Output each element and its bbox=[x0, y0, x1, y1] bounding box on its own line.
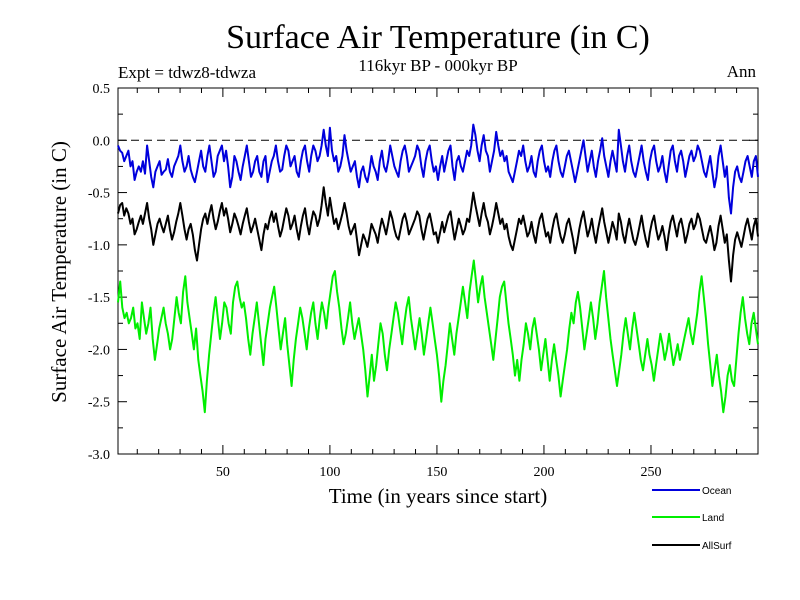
series-line-ocean bbox=[117, 123, 759, 215]
y-tick-label: -3.0 bbox=[88, 448, 110, 463]
x-tick-label: 50 bbox=[216, 465, 230, 480]
x-tick-label: 200 bbox=[533, 465, 554, 480]
y-axis-label: Surface Air Temperature (in C) bbox=[47, 141, 71, 403]
y-tick-label: -1.0 bbox=[88, 239, 110, 254]
y-tick-label: 0.5 bbox=[93, 82, 111, 97]
chart-title: Surface Air Temperature (in C) bbox=[226, 19, 650, 56]
y-tick-label: -2.5 bbox=[88, 396, 110, 411]
chart-subtitle: 116kyr BP - 000kyr BP bbox=[358, 56, 517, 75]
y-tick-label: -1.5 bbox=[88, 291, 110, 306]
x-axis-label: Time (in years since start) bbox=[329, 484, 548, 508]
x-tick-label: 100 bbox=[319, 465, 340, 480]
y-tick-label: -2.0 bbox=[88, 343, 110, 358]
series-line-allsurf bbox=[117, 186, 759, 283]
season-label: Ann bbox=[727, 62, 757, 81]
y-tick-label: 0.0 bbox=[93, 134, 111, 149]
x-tick-label: 250 bbox=[640, 465, 661, 480]
legend-label-ocean: Ocean bbox=[702, 486, 731, 497]
series-line-land bbox=[117, 259, 759, 414]
legend-label-allsurf: AllSurf bbox=[702, 541, 732, 552]
series-lines bbox=[117, 123, 759, 414]
x-tick-label: 150 bbox=[426, 465, 447, 480]
legend: Ocean Land AllSurf bbox=[652, 486, 732, 552]
legend-label-land: Land bbox=[702, 513, 724, 524]
experiment-label: Expt = tdwz8-tdwza bbox=[118, 63, 256, 82]
axis-tick-labels: 0.5 0.0 -0.5 -1.0 -1.5 -2.0 -2.5 -3.0 50 100 150 20… bbox=[88, 82, 662, 480]
y-tick-label: -0.5 bbox=[88, 187, 110, 202]
